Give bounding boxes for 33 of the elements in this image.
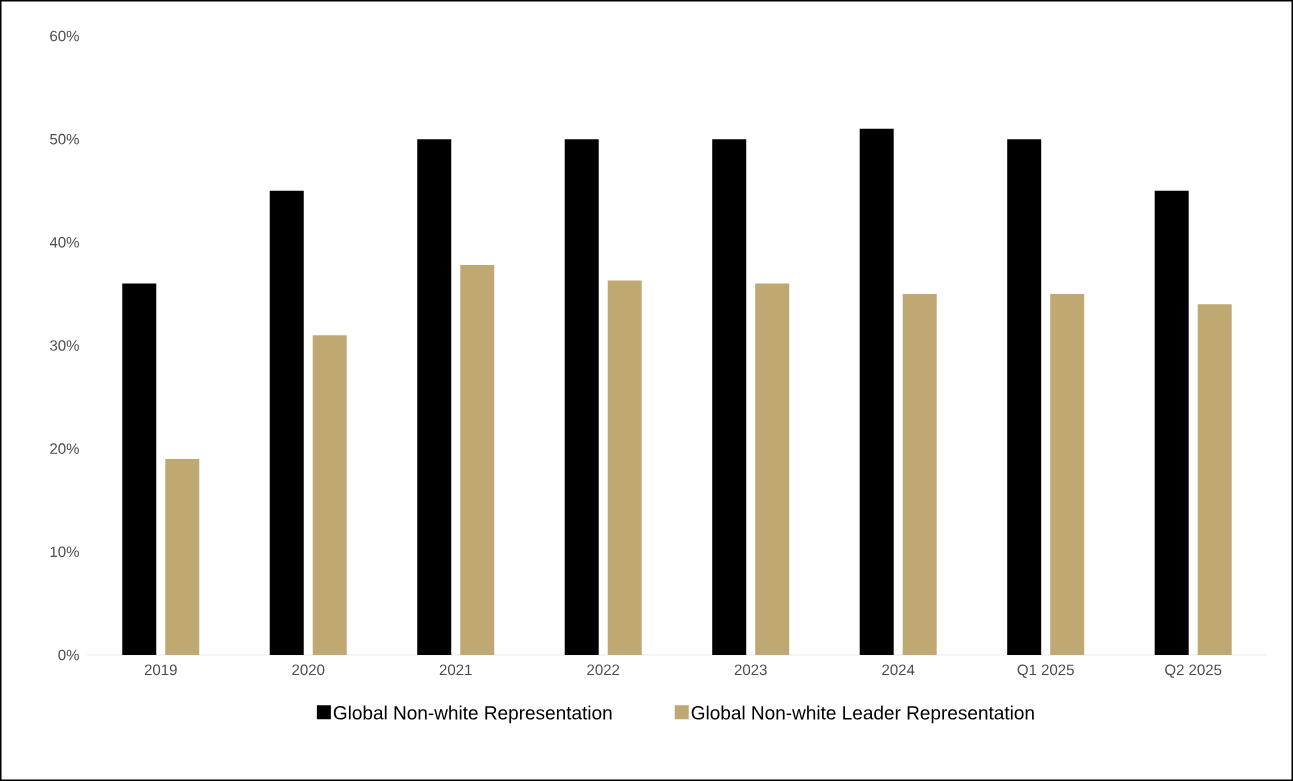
y-tick-label: 30% xyxy=(50,340,79,351)
bar xyxy=(312,335,347,655)
x-tick-label: 2023 xyxy=(734,664,767,676)
y-tick-label: 20% xyxy=(50,443,79,454)
bar xyxy=(902,293,937,655)
x-tick-label: 2019 xyxy=(144,664,177,676)
bar xyxy=(564,139,599,655)
bar xyxy=(460,265,495,655)
legend-label: Global Non-white Leader Representation xyxy=(691,705,1034,724)
bar xyxy=(165,458,200,655)
y-tick-label: 40% xyxy=(49,237,79,248)
bar xyxy=(1197,304,1232,655)
x-tick-label: 2022 xyxy=(587,664,620,676)
bar xyxy=(417,139,452,655)
x-tick-label: Q1 2025 xyxy=(1017,664,1074,678)
legend-label: Global Non-white Representation xyxy=(333,705,612,724)
x-tick-label: 2024 xyxy=(882,664,915,676)
y-tick-label: 50% xyxy=(50,133,79,145)
bar xyxy=(755,283,790,655)
bar xyxy=(269,190,304,655)
bar xyxy=(1154,190,1189,655)
bar xyxy=(122,283,157,655)
y-tick-label: 60% xyxy=(50,30,79,42)
y-tick-label: 0% xyxy=(58,649,79,661)
bar xyxy=(607,280,642,655)
y-tick-label: 10% xyxy=(50,546,79,558)
bar xyxy=(712,139,747,655)
x-tick-label: 2021 xyxy=(439,664,472,676)
bar xyxy=(859,128,894,655)
x-tick-label: Q2 2025 xyxy=(1165,664,1222,678)
bar xyxy=(1007,139,1042,655)
x-tick-label: 2020 xyxy=(292,664,325,676)
bar xyxy=(1050,293,1085,655)
